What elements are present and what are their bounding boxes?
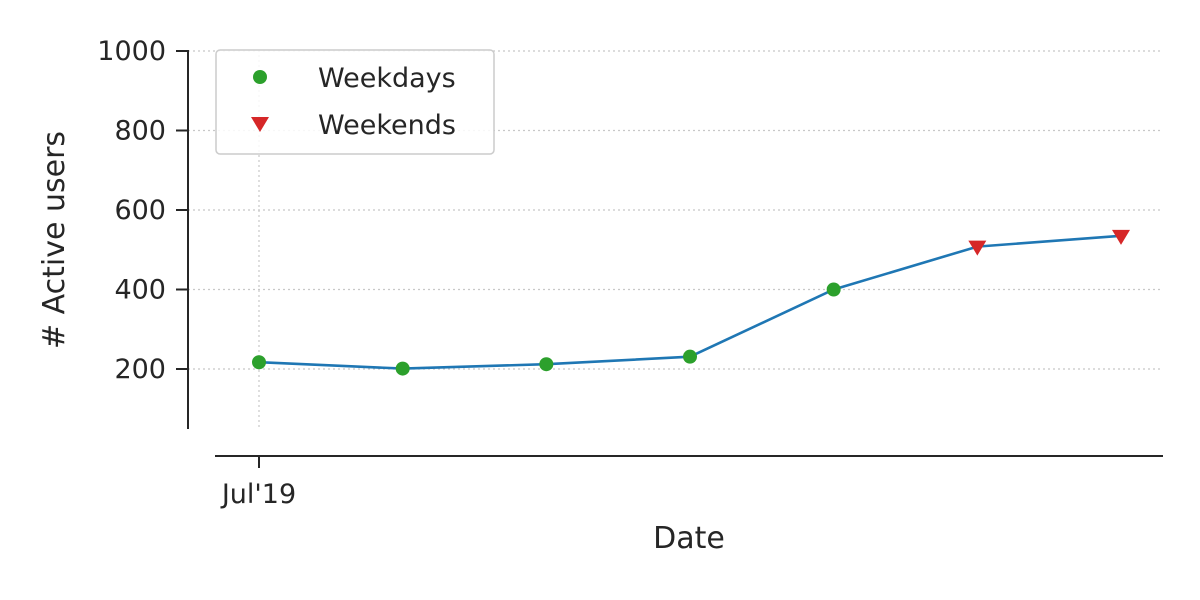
weekday-point — [252, 355, 266, 370]
weekend-point — [1112, 229, 1130, 245]
y-tick-label: 600 — [114, 195, 166, 226]
weekday-point — [539, 357, 554, 372]
legend-weekends-label: Weekends — [318, 110, 456, 141]
x-tick-label: Jul'19 — [220, 479, 296, 510]
x-axis-title: Date — [653, 521, 725, 556]
y-axis-title: # Active users — [37, 131, 72, 349]
y-tick-label: 400 — [114, 275, 166, 306]
y-tick-label: 800 — [114, 116, 166, 147]
legend: Weekdays Weekends — [215, 49, 495, 155]
markers — [252, 229, 1130, 376]
legend-weekdays-label: Weekdays — [318, 63, 456, 94]
y-tick-label: 1000 — [97, 36, 166, 67]
legend-box — [215, 49, 495, 155]
axes — [187, 50, 1163, 457]
weekday-point — [826, 282, 841, 297]
weekend-point — [968, 240, 987, 256]
legend-weekdays-marker — [253, 70, 267, 84]
y-tick-label: 200 — [114, 354, 166, 385]
ticks: 200 400 600 800 1000 Jul'19 — [97, 36, 296, 510]
weekday-point — [395, 361, 410, 376]
series-line — [258, 234, 1122, 370]
series — [258, 234, 1122, 370]
weekday-point — [683, 349, 697, 364]
legend-weekends-marker — [251, 117, 269, 132]
